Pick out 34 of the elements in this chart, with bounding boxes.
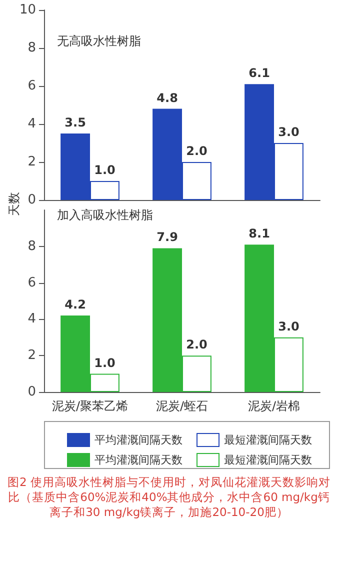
text: 无高吸水性树脂 bbox=[57, 34, 141, 48]
legend-label: 平均灌溉间隔天数 bbox=[94, 454, 182, 466]
y-tick-label: 8 bbox=[28, 238, 36, 254]
y-tick-label: 0 bbox=[28, 192, 36, 208]
x-tick-label: 泥炭/聚苯乙烯 bbox=[52, 399, 128, 413]
data-label: 2.0 bbox=[186, 144, 208, 158]
data-label: 3.0 bbox=[278, 319, 300, 334]
y-tick-label: 2 bbox=[28, 154, 36, 170]
data-label: 6.1 bbox=[248, 66, 270, 80]
data-label: 4.2 bbox=[64, 298, 86, 312]
x-tick-label: 泥炭/蛭石 bbox=[156, 399, 208, 413]
data-label: 3.0 bbox=[278, 125, 300, 139]
y-tick-label: 4 bbox=[28, 312, 36, 327]
data-label: 2.0 bbox=[186, 338, 208, 352]
data-label: 1.0 bbox=[94, 356, 116, 370]
y-tick-label: 0 bbox=[28, 384, 36, 400]
legend-label: 最短灌溉间隔天数 bbox=[224, 434, 312, 446]
data-label: 4.8 bbox=[156, 90, 178, 105]
y-axis-title: 天数 bbox=[7, 192, 21, 216]
chart-title: 加入高吸水性树脂 bbox=[57, 208, 153, 222]
y-tick-label: 4 bbox=[28, 116, 36, 132]
legend-label: 最短灌溉间隔天数 bbox=[224, 454, 312, 466]
data-label: 1.0 bbox=[94, 163, 116, 177]
y-tick-label: 6 bbox=[28, 275, 36, 290]
data-label: 7.9 bbox=[156, 230, 178, 244]
legend-label: 平均灌溉间隔天数 bbox=[94, 434, 182, 446]
y-tick-label: 6 bbox=[28, 78, 36, 94]
y-tick-label: 8 bbox=[28, 40, 36, 56]
caption: 图2 使用高吸水性树脂与不使用时，对凤仙花灌溉天数影响对比（基质中含60%泥炭和40%其他成分，水中含60 mg/kg钙离子和30 mg/kg镁离子，加施20-10-20肥） bbox=[6, 475, 332, 520]
x-tick-label: 泥炭/岩棉 bbox=[248, 399, 300, 413]
y-tick-label: 10 bbox=[19, 2, 36, 18]
data-label: 8.1 bbox=[248, 226, 270, 241]
data-label: 3.5 bbox=[64, 116, 86, 130]
y-tick-label: 2 bbox=[28, 348, 36, 364]
